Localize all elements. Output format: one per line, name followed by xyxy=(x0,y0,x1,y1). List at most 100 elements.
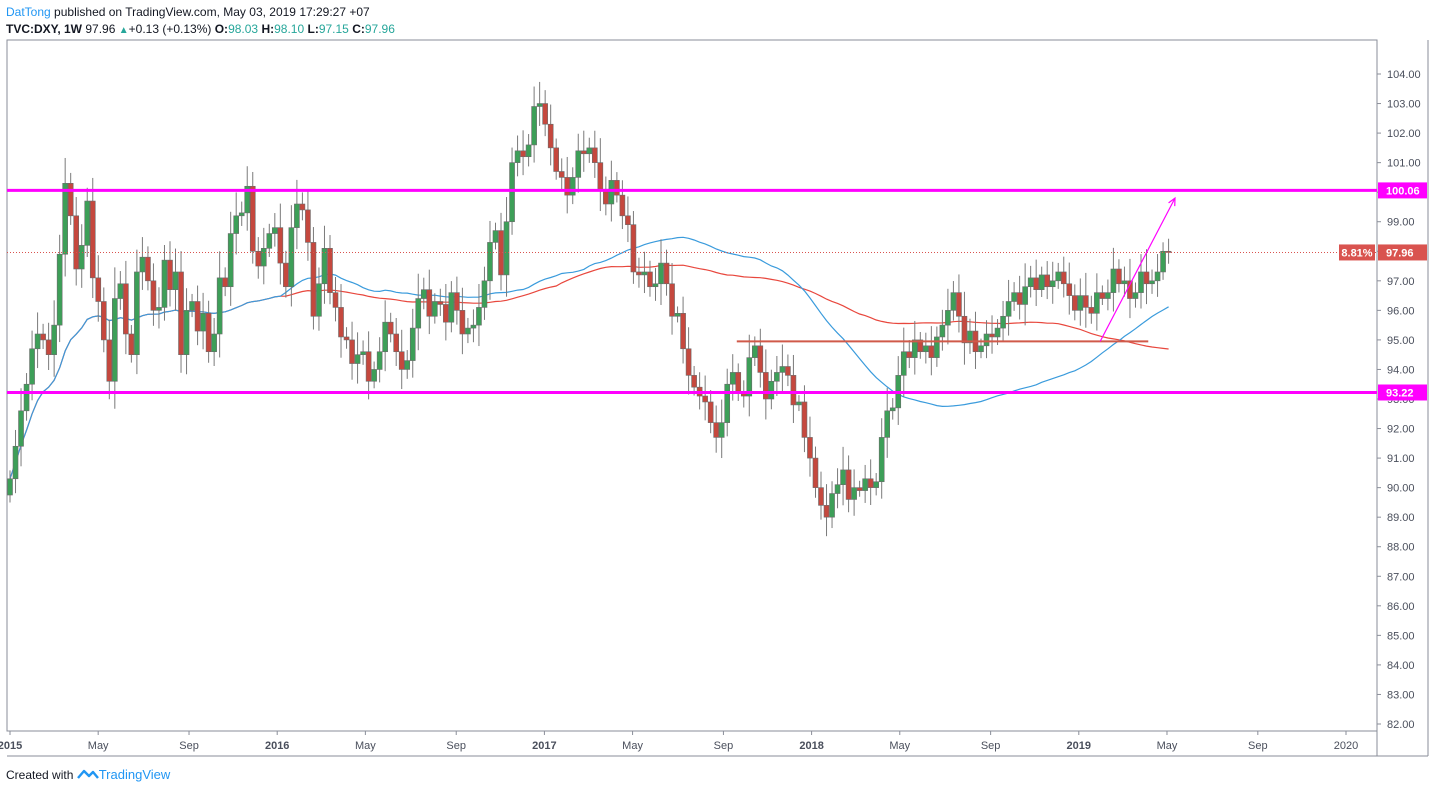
candle-body xyxy=(680,313,686,350)
candle-body xyxy=(619,194,626,217)
candle-body xyxy=(62,183,68,255)
candle-body xyxy=(785,366,791,376)
candle-body xyxy=(553,147,559,172)
x-tick-label: May xyxy=(1157,740,1178,752)
candle-body xyxy=(18,410,24,447)
y-tick-label: 92.00 xyxy=(1387,424,1415,436)
candle-body xyxy=(73,215,80,270)
created-with-text: Created with xyxy=(6,768,74,782)
candle-body xyxy=(360,351,366,355)
candle-body xyxy=(978,345,984,353)
candle-body xyxy=(112,298,118,382)
x-tick-label: May xyxy=(622,740,643,752)
y-tick-label: 86.00 xyxy=(1387,601,1415,613)
candle-body xyxy=(906,351,913,358)
candle-body xyxy=(956,292,962,317)
candle-body xyxy=(216,277,223,335)
candle-body xyxy=(283,262,289,288)
candle-body xyxy=(597,162,604,190)
tradingview-brand[interactable]: TradingView xyxy=(98,767,171,782)
candle-body xyxy=(945,310,951,326)
candle-body xyxy=(873,481,879,488)
candle-body xyxy=(641,271,648,276)
candle-body xyxy=(67,183,74,217)
y-tick-label: 84.00 xyxy=(1387,660,1415,672)
candle-body xyxy=(316,283,322,317)
candle-body xyxy=(327,248,333,293)
candle-body xyxy=(878,437,885,483)
y-tick-label: 96.00 xyxy=(1387,305,1415,317)
candle-body xyxy=(1005,301,1012,317)
candle-body xyxy=(167,259,173,290)
symbol-name[interactable]: TVC:DXY, 1W xyxy=(6,22,83,36)
last-price-label: 97.96 xyxy=(1386,247,1414,259)
candle-body xyxy=(961,315,968,344)
candle-body xyxy=(371,369,377,382)
up-arrow-icon: ▲ xyxy=(118,25,129,36)
candle-body xyxy=(1038,274,1045,290)
candle-body xyxy=(663,262,670,285)
candle-body xyxy=(735,372,742,394)
close-value: 97.96 xyxy=(364,22,395,36)
candle-body xyxy=(939,324,946,338)
candle-body xyxy=(249,185,256,252)
candle-body xyxy=(630,224,637,273)
high-label: H: xyxy=(261,22,275,36)
candle-body xyxy=(752,345,758,358)
candle-body xyxy=(569,177,576,196)
x-tick-label: 2019 xyxy=(1067,740,1091,752)
candle-body xyxy=(1016,292,1023,305)
candle-body xyxy=(189,301,195,311)
candle-body xyxy=(1049,280,1056,288)
candle-body xyxy=(288,227,295,288)
candle-body xyxy=(29,348,35,385)
candle-body xyxy=(481,280,488,308)
candle-body xyxy=(509,162,515,223)
support-price-tag xyxy=(1378,384,1427,401)
candle-body xyxy=(244,185,251,214)
candle-body xyxy=(437,301,444,305)
candle-body xyxy=(840,469,846,485)
candle-body xyxy=(227,233,234,288)
y-tick-label: 97.00 xyxy=(1387,276,1415,288)
candle-body xyxy=(349,339,355,364)
candle-body xyxy=(34,333,41,350)
x-tick-label: 2016 xyxy=(265,740,289,752)
candle-body xyxy=(1110,268,1117,293)
author-link[interactable]: DatTong xyxy=(6,5,51,19)
candle-body xyxy=(260,248,267,267)
candle-body xyxy=(934,336,940,358)
tradingview-logo-icon xyxy=(76,769,99,779)
candle-body xyxy=(625,215,631,225)
y-tick-label: 104.00 xyxy=(1387,69,1421,81)
candle-body xyxy=(23,383,30,412)
candle-body xyxy=(123,283,129,335)
candle-body xyxy=(12,445,19,480)
candle-body xyxy=(404,360,411,370)
candle-body xyxy=(233,215,239,234)
footer: Created with TradingView xyxy=(6,767,170,782)
candle-body xyxy=(1077,295,1084,311)
candle-body xyxy=(134,271,140,355)
y-tick-label: 102.00 xyxy=(1387,128,1421,140)
candle-body xyxy=(382,321,388,353)
resistance-price-tag xyxy=(1378,182,1427,199)
candle-body xyxy=(514,150,521,163)
x-tick-label: May xyxy=(88,740,109,752)
candle-body xyxy=(503,221,510,276)
support-price-label: 93.22 xyxy=(1386,388,1414,400)
x-tick-label: May xyxy=(355,740,376,752)
candle-body xyxy=(426,289,433,317)
candle-body xyxy=(106,339,113,382)
candle-body xyxy=(1160,250,1166,273)
candle-body xyxy=(432,301,438,317)
candle-body xyxy=(768,380,775,400)
candle-body xyxy=(398,351,405,370)
candle-body xyxy=(1083,295,1089,308)
candle-body xyxy=(889,407,896,412)
candle-body xyxy=(729,372,736,385)
y-tick-label: 95.00 xyxy=(1387,335,1415,347)
candle-body xyxy=(51,324,57,355)
candle-body xyxy=(989,333,995,338)
